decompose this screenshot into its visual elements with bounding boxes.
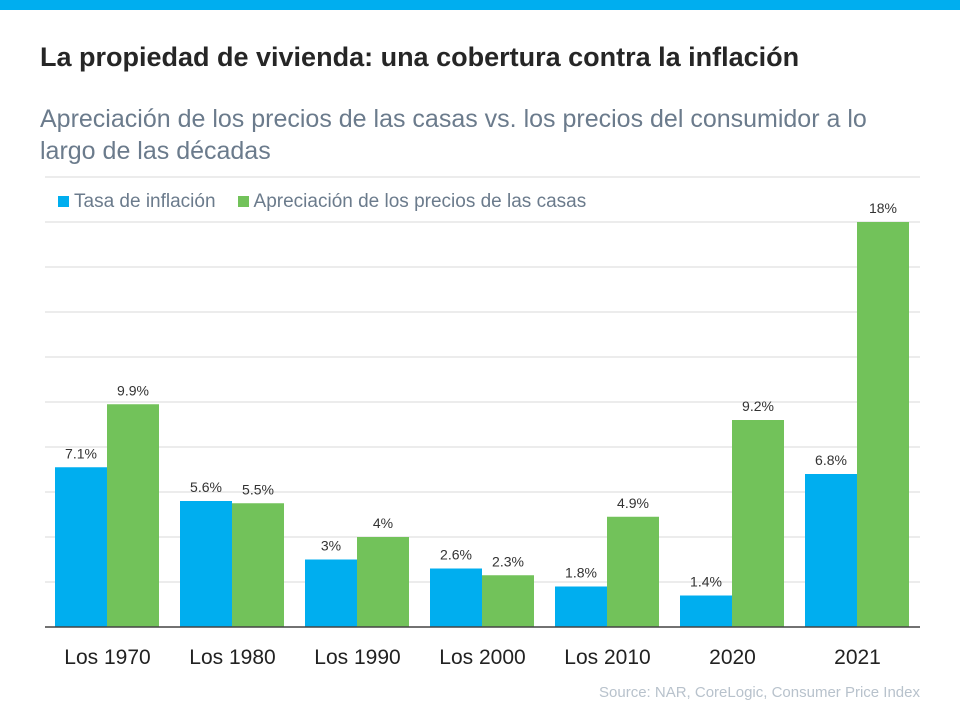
- source-note: Source: NAR, CoreLogic, Consumer Price I…: [599, 684, 920, 701]
- bar-home-prices: [857, 222, 909, 627]
- x-tick-label: Los 1980: [189, 646, 275, 669]
- bar-inflation: [805, 474, 857, 627]
- x-tick-label: Los 2010: [564, 646, 650, 669]
- data-label: 4.9%: [617, 495, 649, 511]
- chart-subtitle: Apreciación de los precios de las casas …: [40, 105, 867, 165]
- legend-swatch: [58, 196, 69, 207]
- data-label: 1.8%: [565, 565, 597, 581]
- bar-inflation: [555, 586, 607, 627]
- bar-home-prices: [732, 420, 784, 627]
- legend: Tasa de inflación Apreciación de los pre…: [58, 191, 586, 213]
- data-label: 5.5%: [242, 481, 274, 497]
- legend-label: Tasa de inflación: [74, 191, 216, 212]
- bar-home-prices: [232, 503, 284, 627]
- data-label: 18%: [869, 200, 897, 216]
- bar-home-prices: [482, 575, 534, 627]
- data-label: 7.1%: [65, 445, 97, 461]
- x-tick-label: Los 1990: [314, 646, 400, 669]
- bar-home-prices: [357, 537, 409, 627]
- data-label: 2.6%: [440, 547, 472, 563]
- data-label: 4%: [373, 515, 393, 531]
- data-label: 1.4%: [690, 574, 722, 590]
- legend-item-home-prices: Apreciación de los precios de las casas: [237, 191, 587, 213]
- data-label: 6.8%: [815, 452, 847, 468]
- x-tick-label: Los 1970: [64, 646, 150, 669]
- bar-inflation: [55, 467, 107, 627]
- legend-item-inflation: Tasa de inflación: [58, 191, 216, 213]
- bar-inflation: [680, 595, 732, 627]
- bar-home-prices: [607, 516, 659, 627]
- x-tick-label: 2021: [834, 646, 881, 669]
- legend-label: Apreciación de los precios de las casas: [253, 191, 587, 212]
- x-tick-label: Los 2000: [439, 646, 525, 669]
- bar-inflation: [180, 501, 232, 627]
- bar-inflation: [430, 568, 482, 627]
- x-tick-label: 2020: [709, 646, 756, 669]
- legend-swatch: [237, 196, 249, 207]
- bar-home-prices: [107, 404, 159, 627]
- data-label: 3%: [321, 538, 341, 554]
- top-accent-stripe: [0, 0, 960, 10]
- data-label: 9.9%: [117, 382, 149, 398]
- bar-inflation: [305, 559, 357, 627]
- data-label: 2.3%: [492, 553, 524, 569]
- data-label: 5.6%: [190, 479, 222, 495]
- data-label: 9.2%: [742, 398, 774, 414]
- chart-title: La propiedad de vivienda: una cobertura …: [40, 42, 800, 72]
